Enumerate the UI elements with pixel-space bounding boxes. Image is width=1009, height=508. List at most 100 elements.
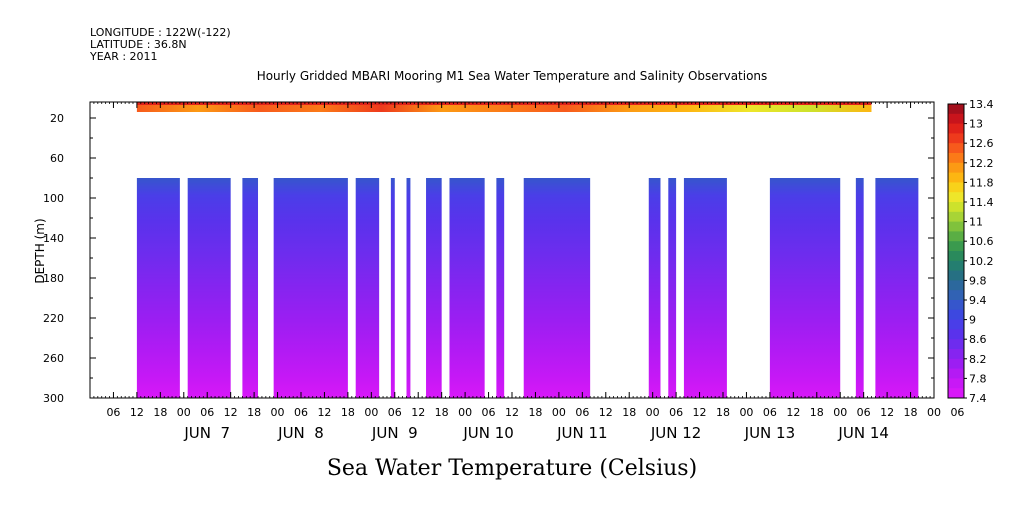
- heatmap-layer: [136, 102, 919, 398]
- deep-data-segment: [406, 178, 411, 398]
- y-tick-label: 260: [43, 352, 64, 365]
- latitude-label: LATITUDE : 36.8N: [90, 38, 187, 51]
- x-day-label: JUN 12: [650, 424, 701, 442]
- x-tick-label: 12: [505, 406, 519, 419]
- x-tick-label: 12: [599, 406, 613, 419]
- colorbar-swatch: [948, 378, 964, 389]
- y-tick-label: 60: [50, 152, 64, 165]
- deep-data-segment: [390, 178, 395, 398]
- deep-data-segment: [449, 178, 485, 398]
- x-tick-label: 12: [317, 406, 331, 419]
- colorbar-swatch: [948, 251, 964, 262]
- colorbar-swatch: [948, 211, 964, 223]
- colorbar-swatch: [948, 143, 964, 154]
- colorbar-swatch: [948, 319, 964, 330]
- deep-data-segment: [242, 178, 259, 398]
- y-tick-label: 140: [43, 232, 64, 245]
- deep-data-segment: [855, 178, 864, 398]
- deep-data-segment: [426, 178, 442, 398]
- x-tick-label: 18: [622, 406, 636, 419]
- y-tick-label: 20: [50, 112, 64, 125]
- colorbar-swatch: [948, 309, 964, 321]
- y-axis-label: DEPTH (m): [33, 218, 47, 283]
- deep-data-segment: [496, 178, 505, 398]
- x-axis-label: Sea Water Temperature (Celsius): [327, 456, 697, 481]
- colorbar-swatch: [948, 172, 964, 183]
- x-tick-label: 18: [247, 406, 261, 419]
- deep-data-segment: [273, 178, 348, 398]
- deep-data-segment: [683, 178, 727, 398]
- colorbar-swatch: [948, 104, 964, 115]
- x-tick-label: 00: [271, 406, 285, 419]
- x-day-label: JUN 9: [371, 424, 418, 442]
- x-tick-label: 06: [857, 406, 871, 419]
- colorbar-swatch: [948, 192, 964, 203]
- colorbar-swatch: [948, 339, 964, 350]
- longitude-label: LONGITUDE : 122W(-122): [90, 26, 231, 39]
- y-tick-label: 100: [43, 192, 64, 205]
- colorbar-swatch: [948, 300, 964, 311]
- deep-data-segment: [355, 178, 380, 398]
- colorbar-swatch: [948, 182, 964, 193]
- colorbar-swatch: [948, 202, 964, 213]
- colorbar-swatch: [948, 113, 964, 125]
- x-tick-label: 06: [950, 406, 964, 419]
- x-tick-label: 00: [552, 406, 566, 419]
- colorbar-label: 13: [969, 118, 983, 131]
- colorbar-swatch: [948, 231, 964, 242]
- colorbar-swatch: [948, 162, 964, 174]
- deep-data-segment: [875, 178, 919, 398]
- colorbar-swatch: [948, 133, 964, 144]
- x-tick-label: 00: [458, 406, 472, 419]
- x-tick-label: 18: [435, 406, 449, 419]
- x-tick-label: 18: [341, 406, 355, 419]
- deep-data-segment: [648, 178, 661, 398]
- colorbar-swatch: [948, 221, 964, 232]
- x-tick-label: 00: [927, 406, 941, 419]
- colorbar-label: 11.8: [969, 176, 994, 189]
- colorbar-label: 12.2: [969, 157, 994, 170]
- x-tick-label: 00: [364, 406, 378, 419]
- x-day-label: JUN 13: [744, 424, 795, 442]
- colorbar-label: 11: [969, 216, 983, 229]
- colorbar-swatch: [948, 368, 964, 379]
- colorbar-swatch: [948, 241, 964, 252]
- chart-title: Hourly Gridded MBARI Mooring M1 Sea Wate…: [257, 69, 768, 83]
- colorbar-swatch: [948, 153, 964, 164]
- colorbar-label: 7.8: [969, 372, 987, 385]
- x-tick-label: 18: [810, 406, 824, 419]
- x-tick-label: 12: [224, 406, 238, 419]
- colorbar-label: 13.4: [969, 98, 994, 111]
- colorbar-swatch: [948, 270, 964, 281]
- colorbar-swatch: [948, 349, 964, 360]
- deep-data-segment: [668, 178, 677, 398]
- y-tick-label: 220: [43, 312, 64, 325]
- axis-layer: 20 60 100 140 180 220 260 300 06 12 18 00 06 12 18 00 06…: [43, 101, 964, 442]
- year-label: YEAR : 2011: [89, 50, 158, 63]
- x-tick-label: 18: [904, 406, 918, 419]
- x-tick-label: 00: [177, 406, 191, 419]
- colorbar-label: 11.4: [969, 196, 994, 209]
- x-day-label: JUN 11: [556, 424, 607, 442]
- x-day-label: JUN 7: [183, 424, 230, 442]
- colorbar-label: 10.6: [969, 235, 994, 248]
- colorbar-swatch: [948, 123, 964, 134]
- x-tick-label: 06: [763, 406, 777, 419]
- x-tick-label: 06: [294, 406, 308, 419]
- x-tick-label: 12: [693, 406, 707, 419]
- y-tick-label: 180: [43, 272, 64, 285]
- colorbar-label: 8.2: [969, 353, 987, 366]
- colorbar: 13.4 13 12.6 12.2 11.8 11.4 11 10.6 10.2 9.8 9.4 9 8…: [947, 98, 994, 405]
- colorbar-label: 9.4: [969, 294, 987, 307]
- colorbar-frame: [947, 103, 965, 399]
- x-tick-label: 12: [880, 406, 894, 419]
- colorbar-label: 9.8: [969, 274, 987, 287]
- colorbar-label: 9: [969, 314, 976, 327]
- colorbar-label: 8.6: [969, 333, 987, 346]
- x-tick-label: 06: [388, 406, 402, 419]
- deep-data-segment: [769, 178, 841, 398]
- colorbar-swatch: [948, 290, 964, 301]
- x-tick-label: 18: [528, 406, 542, 419]
